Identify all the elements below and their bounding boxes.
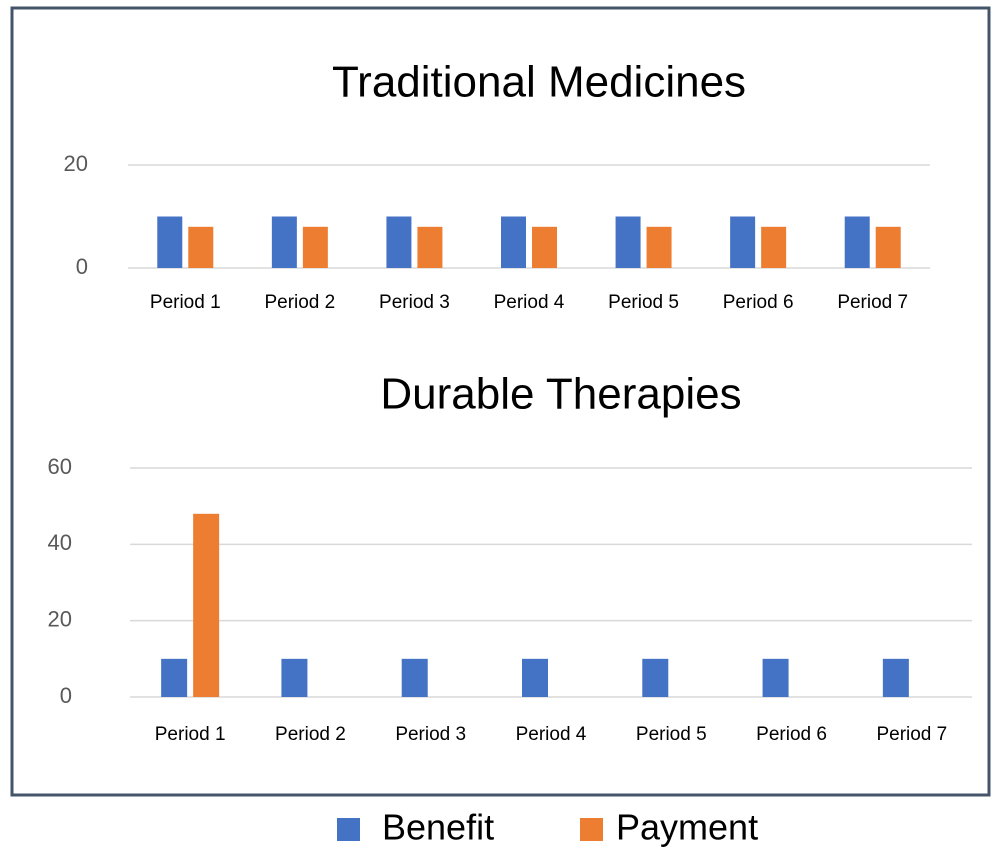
bar [615, 216, 641, 268]
y-tick-label: 20 [64, 151, 88, 176]
legend-swatch [580, 818, 603, 841]
x-tick-label: Period 6 [723, 292, 794, 313]
bar [188, 226, 214, 268]
chart-title: Traditional Medicines [332, 58, 746, 107]
x-tick-label: Period 5 [636, 724, 707, 745]
y-tick-label: 0 [60, 683, 72, 708]
x-tick-label: Period 2 [275, 724, 346, 745]
legend-label: Benefit [382, 807, 494, 848]
y-tick-label: 40 [48, 530, 72, 555]
bar [761, 226, 787, 268]
x-tick-label: Period 3 [395, 724, 466, 745]
x-tick-label: Period 6 [756, 724, 827, 745]
bar [642, 658, 669, 697]
bar [271, 216, 297, 268]
x-tick-label: Period 7 [837, 292, 908, 313]
chart-title: Durable Therapies [380, 370, 741, 419]
y-tick-label: 60 [48, 454, 72, 479]
bar [193, 513, 220, 697]
y-tick-label: 0 [76, 254, 88, 279]
bar [730, 216, 756, 268]
bar [646, 226, 672, 268]
x-tick-label: Period 4 [516, 724, 587, 745]
x-tick-label: Period 3 [379, 292, 450, 313]
bar [157, 216, 183, 268]
bar [532, 226, 557, 268]
x-tick-label: Period 2 [264, 292, 335, 313]
legend-swatch [337, 818, 360, 841]
x-tick-label: Period 1 [155, 724, 226, 745]
y-tick-label: 20 [48, 606, 72, 631]
bar [401, 658, 428, 697]
bar [417, 226, 443, 268]
x-tick-label: Period 4 [494, 292, 565, 313]
bar [302, 226, 328, 268]
bar [875, 226, 901, 268]
x-tick-label: Period 1 [150, 292, 221, 313]
bar [386, 216, 412, 268]
bar [501, 216, 526, 268]
x-tick-label: Period 7 [876, 724, 947, 745]
x-tick-label: Period 5 [608, 292, 679, 313]
bar [522, 658, 548, 697]
bar [161, 658, 188, 697]
bar [882, 658, 909, 697]
bar [281, 658, 308, 697]
legend-label: Payment [616, 807, 758, 848]
bar [762, 658, 789, 697]
bar [844, 216, 870, 268]
